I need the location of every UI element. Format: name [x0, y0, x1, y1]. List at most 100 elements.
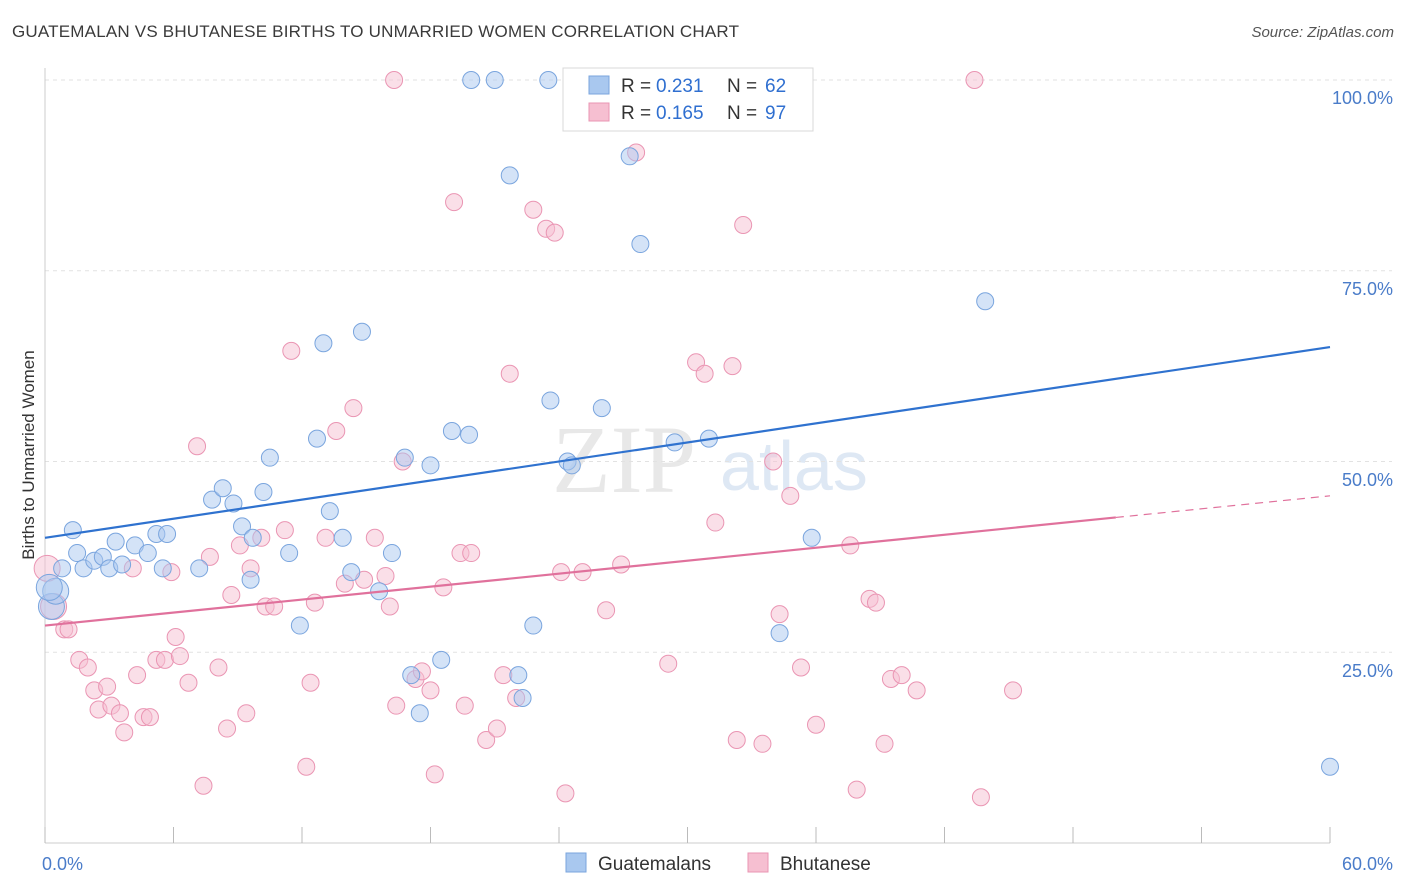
legend-r-label-bhutanese: R = — [621, 103, 651, 124]
bottom-legend-label-bhutanese: Bhutanese — [780, 854, 871, 875]
legend-swatch-guatemalans — [588, 75, 610, 95]
bhutanese-point-34 — [275, 521, 294, 540]
guatemalan-point-48 — [539, 71, 558, 89]
bhutanese-point-46 — [380, 597, 399, 616]
guatemalan-point-23 — [254, 483, 273, 502]
trend-lines — [44, 345, 1331, 627]
bhutanese-trend-extension — [1115, 495, 1331, 519]
bhutanese-point-21 — [179, 673, 198, 692]
guatemalan-point-39 — [432, 650, 451, 669]
guatemalan-point-53 — [620, 147, 639, 166]
bhutanese-point-88 — [866, 593, 885, 612]
stats-legend: R = 0.231 N = 62 R = 0.165 N = 97 — [562, 67, 814, 132]
bhutanese-point-8 — [98, 677, 117, 696]
guatemalan-point-40 — [442, 421, 461, 440]
guatemalan-point-47 — [524, 616, 543, 635]
bhutanese-point-65 — [545, 223, 564, 242]
guatemalan-point-19 — [224, 494, 243, 513]
bhutanese-point-67 — [556, 784, 575, 803]
bhutanese-point-63 — [524, 200, 543, 219]
guatemalan-point-17 — [203, 490, 222, 509]
bhutanese-point-39 — [316, 528, 335, 547]
bhutanese-point-23 — [194, 776, 213, 795]
bhutanese-point-78 — [734, 215, 753, 234]
bhutanese-point-70 — [612, 555, 631, 574]
y-axis-label: Births to Unmarried Women — [19, 350, 38, 559]
bhutanese-point-75 — [706, 513, 725, 532]
guatemalan-point-41 — [460, 425, 479, 444]
guatemalan-point-36 — [402, 666, 421, 685]
bhutanese-point-59 — [487, 719, 506, 738]
bhutanese-point-37 — [301, 673, 320, 692]
bhutanese-point-20 — [170, 647, 189, 666]
bhutanese-point-81 — [770, 605, 789, 624]
guatemalan-point-20 — [233, 517, 252, 536]
bhutanese-point-36 — [297, 757, 316, 776]
bhutanese-point-61 — [500, 364, 519, 383]
bhutanese-point-95 — [385, 71, 404, 89]
guatemalan-point-61 — [35, 573, 63, 601]
guatemalan-point-15 — [153, 559, 172, 578]
bhutanese-point-27 — [222, 586, 241, 605]
guatemalan-point-34 — [382, 544, 401, 563]
guatemalan-point-3 — [63, 521, 82, 540]
bhutanese-point-11 — [115, 723, 134, 742]
guatemalan-point-28 — [314, 334, 333, 353]
legend-r-value-guatemalans: 0.231 — [656, 76, 704, 97]
bhutanese-point-22 — [188, 437, 207, 456]
bhutanese-point-3 — [59, 620, 78, 639]
guatemalan-point-37 — [410, 704, 429, 723]
guatemalan-point-16 — [190, 559, 209, 578]
guatemalan-point-43 — [485, 71, 504, 89]
bhutanese-point-19 — [166, 627, 185, 646]
guatemalan-point-32 — [352, 322, 371, 341]
bhutanese-point-94 — [1004, 681, 1023, 700]
y-tick-label-25: 25.0% — [1342, 661, 1393, 681]
legend-n-label-bhutanese: N = — [727, 103, 757, 124]
bottom-legend-label-guatemalans: Guatemalans — [598, 854, 711, 875]
bhutanese-point-29 — [237, 704, 256, 723]
guatemalan-point-26 — [290, 616, 309, 635]
bhutanese-point-80 — [764, 452, 783, 471]
guatemalan-point-58 — [802, 528, 821, 547]
bhutanese-point-10 — [110, 704, 129, 723]
bhutanese-point-79 — [753, 734, 772, 753]
guatemalan-point-14 — [158, 524, 177, 543]
guatemalan-point-44 — [500, 166, 519, 185]
source-label: Source: ZipAtlas.com — [1251, 24, 1394, 41]
bhutanese-point-42 — [344, 399, 363, 418]
bhutanese-point-54 — [445, 193, 464, 212]
guatemalan-point-45 — [509, 666, 528, 685]
axes — [44, 68, 1331, 844]
guatemalan-point-57 — [770, 624, 789, 643]
bhutanese-point-86 — [847, 780, 866, 799]
bhutanese-point-58 — [477, 730, 496, 749]
x-tick-label-min: 0.0% — [42, 854, 83, 874]
guatemalan-point-31 — [342, 563, 361, 582]
bhutanese-trend-line — [44, 516, 1116, 627]
bhutanese-point-33 — [265, 597, 284, 616]
bhutanese-point-40 — [327, 421, 346, 440]
legend-r-label-guatemalans: R = — [621, 76, 651, 97]
guatemalan-points — [35, 71, 1339, 776]
bhutanese-point-83 — [792, 658, 811, 677]
bhutanese-point-5 — [78, 658, 97, 677]
guatemalan-point-22 — [243, 528, 262, 547]
bhutanese-point-89 — [875, 734, 894, 753]
bhutanese-point-96 — [965, 71, 984, 89]
guatemalan-point-11 — [113, 555, 132, 574]
guatemalan-point-4 — [68, 544, 87, 563]
bhutanese-point-92 — [907, 681, 926, 700]
y-tick-label-75: 75.0% — [1342, 279, 1393, 299]
bhutanese-point-74 — [695, 364, 714, 383]
bhutanese-point-44 — [365, 528, 384, 547]
guatemalan-point-24 — [260, 448, 279, 467]
bhutanese-point-51 — [421, 681, 440, 700]
guatemalan-point-21 — [241, 570, 260, 589]
bhutanese-point-76 — [723, 357, 742, 376]
bhutanese-point-56 — [455, 696, 474, 715]
bhutanese-point-82 — [781, 486, 800, 505]
guatemalan-point-25 — [280, 544, 299, 563]
bhutanese-point-47 — [387, 696, 406, 715]
